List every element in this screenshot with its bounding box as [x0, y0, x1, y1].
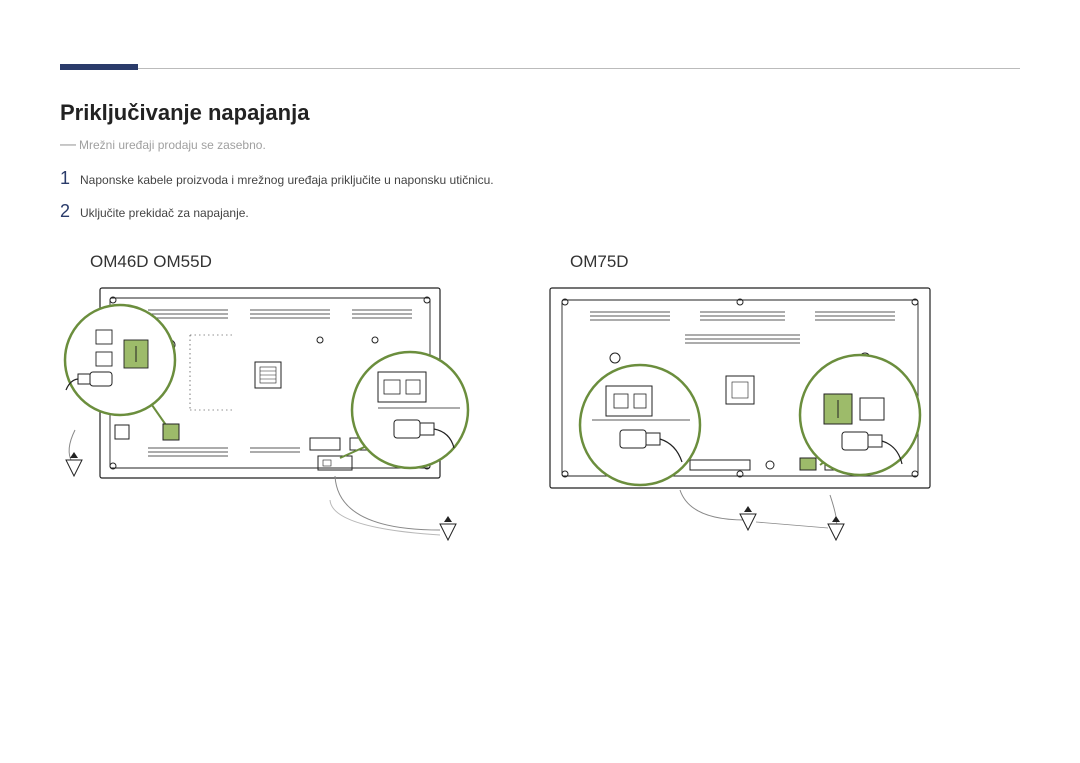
- accent-bar: [60, 64, 138, 70]
- diagram-label: OM75D: [570, 252, 960, 272]
- note-line: ― Mrežni uređaji prodaju se zasebno.: [60, 136, 1020, 154]
- step-text: Naponske kabele proizvoda i mrežnog uređ…: [80, 170, 494, 187]
- note-text: Mrežni uređaji prodaju se zasebno.: [79, 138, 266, 152]
- diagram-om75d: OM75D: [540, 252, 960, 580]
- step-2: 2 Uključite prekidač za napajanje.: [60, 201, 1020, 222]
- step-number: 2: [60, 201, 80, 222]
- callout-1: [580, 365, 700, 485]
- callout-2: [800, 355, 920, 475]
- diagram-label: OM46D OM55D: [90, 252, 480, 272]
- device-diagram-svg: [60, 280, 480, 580]
- page-title: Priključivanje napajanja: [60, 100, 1020, 126]
- step-text: Uključite prekidač za napajanje.: [80, 203, 249, 220]
- step-number: 1: [60, 168, 80, 189]
- header-rule: [60, 68, 1020, 69]
- step-1: 1 Naponske kabele proizvoda i mrežnog ur…: [60, 168, 1020, 189]
- note-dash-icon: ―: [60, 136, 76, 154]
- device-diagram-svg: [540, 280, 960, 580]
- diagram-om46d-om55d: OM46D OM55D: [60, 252, 480, 580]
